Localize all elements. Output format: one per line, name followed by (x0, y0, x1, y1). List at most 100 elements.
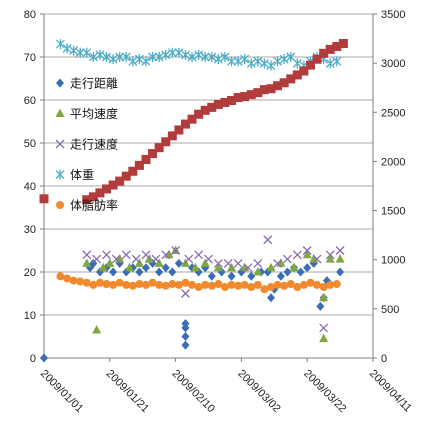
data-point (267, 293, 276, 303)
data-point (253, 267, 263, 276)
data-point (253, 88, 263, 98)
data-point (227, 56, 236, 67)
data-point (92, 325, 102, 334)
data-point (227, 280, 236, 289)
data-point (174, 258, 183, 268)
data-point (115, 52, 125, 62)
data-point (95, 188, 105, 198)
data-point (312, 254, 322, 264)
y-left-tick-label: 0 (30, 353, 36, 365)
legend-marker (55, 169, 65, 180)
data-point (102, 280, 111, 289)
data-point (319, 323, 329, 333)
legend-marker (55, 108, 65, 117)
legend-label: 走行距離 (70, 77, 118, 91)
data-point (253, 280, 262, 289)
data-point (181, 49, 190, 60)
data-point (155, 267, 164, 277)
data-point (319, 283, 328, 292)
data-point (122, 280, 131, 289)
data-point (234, 281, 243, 290)
data-point (128, 56, 138, 67)
data-point (220, 52, 230, 62)
data-point (151, 254, 161, 264)
data-point (95, 278, 104, 287)
y-right-tick-label: 500 (381, 304, 399, 316)
data-point (194, 250, 204, 260)
y-left-tick-label: 60 (24, 95, 36, 107)
data-point (171, 246, 181, 255)
data-point (82, 278, 91, 287)
data-point (302, 249, 312, 259)
data-point (332, 41, 342, 51)
data-point (299, 66, 309, 76)
data-point (181, 289, 190, 298)
data-point (313, 280, 322, 289)
data-point (253, 56, 263, 67)
data-point (194, 109, 204, 119)
data-point (115, 278, 124, 287)
data-point (213, 99, 223, 109)
data-point (213, 262, 223, 272)
y-right-tick-label: 3000 (381, 58, 405, 70)
data-point (292, 58, 302, 69)
legend-marker (56, 201, 64, 209)
data-point (184, 254, 194, 264)
data-point (76, 277, 85, 286)
data-point (233, 258, 243, 268)
data-point (134, 160, 144, 170)
data-point (267, 283, 276, 292)
legend-label: 体重 (70, 168, 94, 182)
data-point (148, 149, 158, 159)
data-point (207, 281, 216, 290)
data-point (273, 280, 282, 289)
data-point (338, 38, 348, 48)
legend-item: 平均速度 (55, 106, 118, 121)
data-point (63, 274, 72, 283)
data-point (161, 281, 170, 290)
data-point (125, 262, 135, 272)
data-point (247, 283, 256, 292)
data-point (204, 254, 213, 264)
data-point (56, 272, 65, 281)
data-point (75, 47, 85, 58)
data-point (161, 49, 171, 60)
data-point (141, 280, 150, 289)
data-point (293, 283, 302, 292)
data-point (135, 267, 144, 277)
data-point (319, 333, 329, 343)
data-point (128, 166, 138, 176)
data-point (266, 60, 276, 71)
y-left-tick-label: 10 (24, 310, 36, 322)
data-point (259, 58, 269, 69)
data-point (181, 340, 190, 350)
data-point (243, 263, 253, 273)
data-point (279, 78, 289, 88)
data-point (40, 353, 48, 363)
data-point (325, 254, 335, 263)
data-point (161, 250, 171, 260)
data-point (134, 54, 144, 65)
data-point (108, 54, 118, 65)
data-point (289, 262, 299, 272)
y-right-tick-label: 0 (381, 353, 387, 365)
data-point (181, 278, 190, 287)
y-right-tick-label: 1500 (381, 206, 405, 218)
data-series (39, 38, 348, 363)
data-point (128, 281, 137, 290)
data-point (273, 81, 283, 91)
data-point (223, 258, 233, 268)
legend-item: 体重 (55, 168, 94, 182)
legend-label: 平均速度 (70, 106, 118, 121)
data-point (260, 285, 269, 294)
data-point (88, 52, 98, 62)
y-left-tick-label: 30 (24, 224, 36, 236)
data-point (266, 262, 276, 272)
data-point (161, 263, 170, 273)
series-4 (56, 272, 341, 294)
data-point (131, 254, 141, 264)
y-left-tick-label: 50 (24, 138, 36, 150)
data-point (181, 332, 190, 341)
